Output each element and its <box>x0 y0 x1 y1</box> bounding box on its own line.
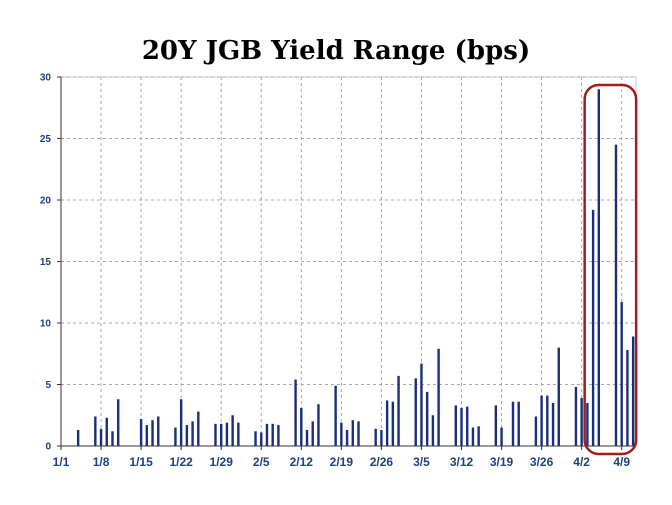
bar <box>614 144 618 446</box>
bar <box>174 427 177 446</box>
bar <box>117 399 120 446</box>
bar <box>494 405 498 446</box>
axes <box>57 76 636 450</box>
bar <box>626 350 629 446</box>
bar <box>311 421 314 446</box>
y-tick-label: 15 <box>40 257 52 268</box>
bar <box>151 420 154 446</box>
bar <box>305 430 309 446</box>
bar <box>586 402 589 446</box>
bar <box>179 399 183 446</box>
bar <box>300 407 303 446</box>
bar <box>471 427 475 446</box>
bar <box>574 386 578 446</box>
bar <box>374 428 377 446</box>
bar <box>425 391 429 446</box>
bar <box>500 427 503 446</box>
x-tick-label: 1/29 <box>210 455 234 469</box>
bar <box>391 401 395 446</box>
bar <box>540 395 543 446</box>
bar <box>317 404 320 446</box>
bar <box>145 425 149 446</box>
bar <box>111 431 114 446</box>
grid <box>60 76 637 447</box>
bar <box>277 425 280 446</box>
bar <box>76 430 80 446</box>
y-tick-label: 0 <box>45 442 51 453</box>
bar <box>454 405 457 446</box>
bar <box>265 423 269 446</box>
bar <box>546 395 549 446</box>
x-tick-label: 4/2 <box>573 455 590 469</box>
bar <box>334 385 337 446</box>
bar <box>345 430 349 446</box>
y-axis-ticks: 0 5 10 15 20 25 30 <box>40 73 52 453</box>
y-tick-label: 20 <box>40 196 52 207</box>
bar <box>237 422 240 446</box>
y-tick-label: 10 <box>40 319 52 330</box>
bar <box>357 421 360 446</box>
bar-series <box>76 89 635 447</box>
bar <box>225 422 229 446</box>
bar <box>460 407 463 446</box>
x-axis-ticks: 1/1 1/8 1/15 1/22 1/29 2/5 2/12 2/19 2/26 3/5 3/12… <box>53 455 631 469</box>
bar <box>597 89 601 447</box>
bar <box>380 430 383 446</box>
bar <box>420 363 423 446</box>
bar <box>557 347 560 446</box>
x-tick-label: 1/22 <box>169 455 193 469</box>
x-tick-label: 3/12 <box>450 455 474 469</box>
x-tick-label: 3/26 <box>530 455 554 469</box>
x-tick-label: 1/1 <box>53 455 70 469</box>
bar <box>466 406 469 446</box>
bar <box>340 422 343 446</box>
bar <box>431 415 435 446</box>
highlight-box <box>583 83 638 456</box>
bar <box>191 421 194 446</box>
bar <box>294 379 297 446</box>
bar <box>185 425 189 446</box>
bar <box>414 378 417 446</box>
bar <box>620 302 623 446</box>
x-tick-label: 2/12 <box>290 455 314 469</box>
y-tick-label: 25 <box>40 134 52 145</box>
bar <box>157 416 160 446</box>
bar <box>231 415 234 446</box>
bar <box>551 402 555 446</box>
x-tick-label: 1/15 <box>129 455 153 469</box>
x-tick-label: 2/19 <box>330 455 354 469</box>
y-tick-label: 30 <box>40 73 52 84</box>
bar <box>511 401 515 446</box>
bar <box>197 411 200 446</box>
bar <box>397 375 400 446</box>
bar <box>385 400 389 446</box>
bar <box>94 416 97 446</box>
y-tick-label: 5 <box>45 380 51 391</box>
bar <box>580 398 583 446</box>
chart-title: 20Y JGB Yield Range (bps) <box>141 36 531 66</box>
x-tick-label: 3/19 <box>490 455 514 469</box>
x-tick-label: 2/26 <box>370 455 394 469</box>
bar <box>260 432 263 446</box>
bar <box>105 417 108 446</box>
bar <box>477 426 480 446</box>
bar <box>271 423 274 446</box>
bar <box>631 336 635 446</box>
bar <box>214 423 217 446</box>
x-tick-label: 2/5 <box>253 455 270 469</box>
bar <box>591 209 595 446</box>
bar <box>220 423 223 446</box>
bar <box>99 428 103 446</box>
bar <box>437 348 440 446</box>
x-tick-label: 1/8 <box>93 455 110 469</box>
highlight-annotation <box>583 83 638 456</box>
x-tick-label: 3/5 <box>413 455 430 469</box>
bar <box>517 401 520 446</box>
bar <box>254 431 257 446</box>
bar <box>351 420 354 446</box>
x-tick-label: 4/9 <box>613 455 630 469</box>
bar <box>139 418 143 446</box>
bar <box>534 416 538 446</box>
